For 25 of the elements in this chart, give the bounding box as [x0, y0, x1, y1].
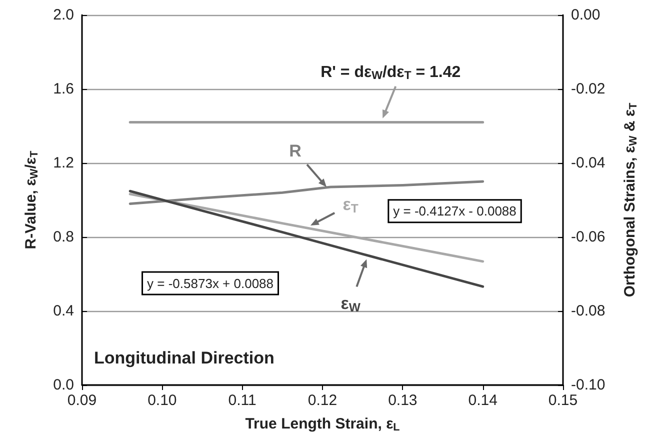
annotation: y = -0.4127x - 0.0088 [393, 204, 516, 219]
x-tick-label: 0.11 [228, 392, 256, 409]
y-tick-label: 0.8 [53, 228, 74, 246]
y2-tick-label: -0.06 [571, 228, 606, 246]
y-tick-label: 0.0 [53, 376, 74, 394]
x-tick-label: 0.09 [67, 392, 97, 409]
y-tick-label: 1.6 [53, 80, 74, 98]
annotation: y = -0.5873x + 0.0088 [147, 276, 274, 291]
y-tick-label: 0.4 [53, 302, 74, 320]
y2-tick-label: -0.02 [571, 80, 606, 98]
x-tick-label: 0.15 [548, 392, 578, 409]
y-tick-label: 2.0 [53, 6, 74, 24]
y2-tick-label: -0.04 [571, 154, 606, 172]
y-axis-title: R-Value, εW/εT [22, 150, 40, 250]
x-tick-label: 0.14 [468, 392, 498, 409]
annotation: Longitudinal Direction [94, 348, 274, 368]
y2-tick-label: -0.10 [571, 376, 606, 394]
x-tick-label: 0.12 [308, 392, 338, 409]
y2-tick-label: -0.08 [571, 302, 606, 320]
y2-axis-title: Orthogonal Strains, εW & εT [621, 102, 640, 298]
x-tick-label: 0.10 [148, 392, 177, 409]
y-tick-label: 1.2 [53, 154, 74, 172]
x-tick-label: 0.13 [388, 392, 418, 409]
series-label: R [289, 141, 302, 160]
y2-tick-label: 0.00 [571, 6, 600, 24]
